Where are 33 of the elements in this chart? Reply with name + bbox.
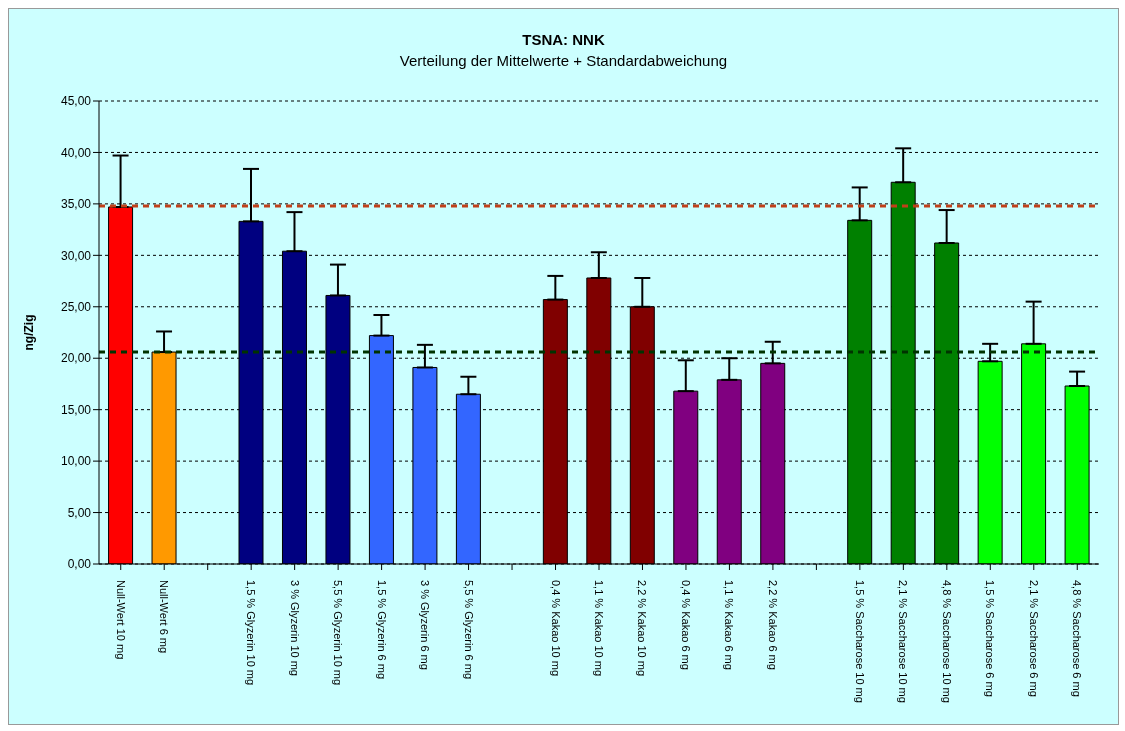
- x-tick-label: 5,5 % Glyzerin 6 mg: [462, 580, 475, 680]
- x-tick-label: 5,5 % Glyzerin 10 mg: [332, 580, 345, 686]
- x-tick-label: 1,1 % Kakao 10 mg: [593, 580, 605, 677]
- x-tick-label: Null-Wert 6 mg: [158, 580, 171, 654]
- x-tick-label: 1,1 % Kakao 6 mg: [723, 580, 736, 670]
- x-tick-label: 0,4 % Kakao 6 mg: [679, 580, 692, 670]
- y-tick-label: 5,00: [67, 505, 92, 520]
- x-tick-label: 2,2 % Kakao 6 mg: [766, 580, 779, 670]
- y-tick-label: 35,00: [60, 197, 92, 212]
- y-tick-label: 40,00: [60, 145, 92, 160]
- y-tick-label: 0,00: [67, 557, 92, 572]
- x-tick-label: 1,5 % Glyzerin 6 mg: [375, 580, 388, 680]
- x-tick-label: Null-Wert 10 mg: [114, 580, 127, 660]
- y-tick-label: 15,00: [60, 402, 92, 417]
- x-tick-label: 2,1 % Saccharose 10 mg: [897, 580, 910, 703]
- chart-subtitle: Verteilung der Mittelwerte + Standardabweichung: [398, 51, 729, 69]
- y-tick-label: 25,00: [60, 300, 92, 315]
- x-tick-label: 3 % Glyzerin 10 mg: [288, 580, 301, 676]
- x-tick-label: 0,4 % Kakao 10 mg: [549, 580, 562, 677]
- y-axis-title: ng/Zig: [22, 314, 37, 351]
- x-tick-label: 4,8 % Saccharose 6 mg: [1071, 580, 1084, 697]
- x-tick-label: 4,8 % Saccharose 10 mg: [940, 580, 953, 703]
- x-tick-label: 1,5 % Saccharose 6 mg: [984, 580, 997, 697]
- y-tick-label: 45,00: [60, 94, 92, 109]
- y-tick-label: 20,00: [60, 351, 92, 366]
- chart-title: TSNA: NNK: [521, 30, 606, 48]
- x-tick-label: 3 % Glyzerin 6 mg: [419, 580, 432, 670]
- y-tick-label: 10,00: [60, 454, 92, 469]
- x-tick-label: 1,5 % Saccharose 10 mg: [853, 580, 866, 703]
- y-tick-label: 30,00: [60, 248, 92, 263]
- x-tick-label: 2,1 % Saccharose 6 mg: [1027, 580, 1040, 697]
- x-tick-label: 2,2 % Kakao 10 mg: [636, 580, 649, 677]
- x-tick-label: 1,5 % Glyzerin 10 mg: [245, 580, 258, 686]
